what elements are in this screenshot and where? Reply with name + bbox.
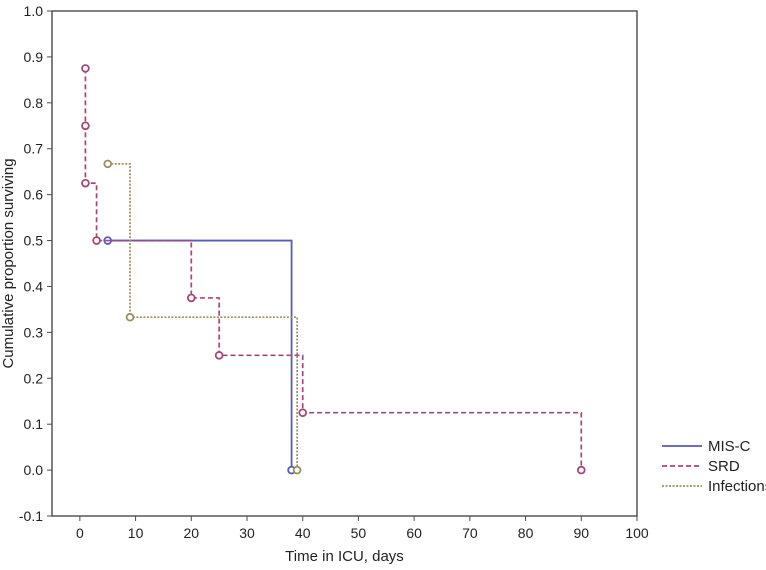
x-tick-label: 20 xyxy=(183,525,199,541)
x-tick-label: 90 xyxy=(573,525,589,541)
y-tick-label: 0.2 xyxy=(24,370,44,386)
legend: MIS-C SRD Infections xyxy=(662,438,766,495)
data-point xyxy=(298,408,308,418)
axis-ticks: 0 10 20 30 40 50 60 70 80 90 100 -0.1 0.0 0.1 0.2 0.3 0.… xyxy=(19,3,649,541)
y-tick-label: 0.7 xyxy=(24,141,44,157)
y-tick-label: 0.1 xyxy=(24,416,44,432)
y-axis-label: Cumulative proportion surviving xyxy=(0,158,17,368)
y-tick-label: 0.0 xyxy=(24,462,44,478)
x-tick-label: 60 xyxy=(406,525,422,541)
x-tick-label: 80 xyxy=(518,525,534,541)
legend-entry-label: SRD xyxy=(708,458,740,475)
legend-entry-label: Infections xyxy=(708,478,766,495)
y-tick-label: 0.4 xyxy=(24,278,44,294)
data-point xyxy=(576,465,586,475)
x-tick-label: 50 xyxy=(351,525,367,541)
x-tick-label: 40 xyxy=(295,525,311,541)
plot-area xyxy=(51,10,638,517)
data-point xyxy=(292,465,302,475)
series-line xyxy=(107,239,293,471)
y-tick-label: 0.8 xyxy=(24,95,44,111)
data-point xyxy=(125,312,135,322)
data-point xyxy=(186,293,196,303)
x-axis-label: Time in ICU, days xyxy=(285,548,404,565)
y-tick-label: -0.1 xyxy=(19,508,43,524)
data-point xyxy=(214,351,224,360)
data-point xyxy=(81,121,90,131)
series-group xyxy=(81,64,586,475)
legend-entry-label: MIS-C xyxy=(708,438,751,455)
x-tick-label: 10 xyxy=(128,525,144,541)
x-tick-label: 30 xyxy=(239,525,255,541)
y-tick-label: 1.0 xyxy=(24,3,44,19)
series-infections xyxy=(103,159,302,475)
series-srd xyxy=(81,64,586,475)
x-tick-label: 70 xyxy=(462,525,478,541)
data-point xyxy=(92,236,101,245)
data-point xyxy=(81,64,90,73)
data-point xyxy=(81,178,90,188)
x-tick-label: 0 xyxy=(76,525,84,541)
y-tick-label: 0.6 xyxy=(24,187,44,203)
y-tick-label: 0.3 xyxy=(24,324,44,340)
data-point xyxy=(103,159,113,169)
x-tick-label: 100 xyxy=(625,525,649,541)
y-tick-label: 0.5 xyxy=(24,233,44,249)
y-tick-label: 0.9 xyxy=(24,49,44,65)
